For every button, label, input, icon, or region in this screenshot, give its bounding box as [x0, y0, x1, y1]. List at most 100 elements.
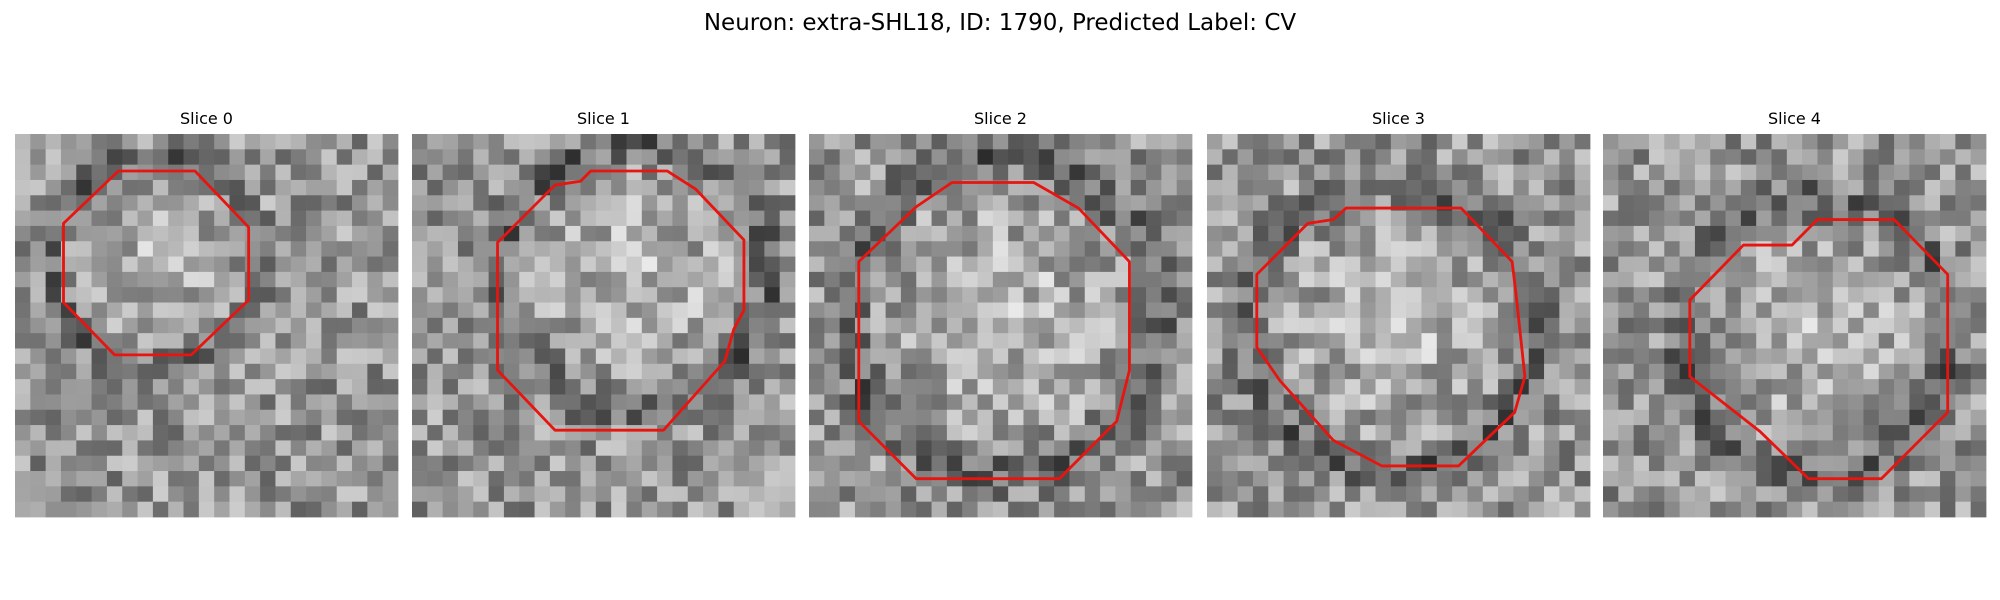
- pixel: [870, 333, 886, 349]
- pixel: [1222, 317, 1239, 334]
- pixel: [106, 179, 123, 196]
- pixel: [534, 455, 551, 472]
- pixel: [885, 440, 902, 457]
- pixel: [1283, 287, 1300, 303]
- pixel: [1038, 164, 1055, 181]
- pixel: [106, 363, 123, 380]
- pixel: [1894, 348, 1910, 365]
- pixel: [1633, 348, 1650, 365]
- pixel: [1832, 164, 1849, 181]
- pixel: [168, 501, 184, 518]
- pixel: [1924, 317, 1941, 334]
- pixel: [457, 179, 474, 196]
- pixel: [1817, 149, 1834, 166]
- pixel: [1664, 471, 1680, 487]
- pixel: [1648, 287, 1665, 303]
- pixel: [488, 394, 505, 411]
- pixel: [229, 164, 246, 181]
- pixel: [229, 379, 246, 395]
- pixel: [626, 333, 643, 349]
- pixel: [275, 241, 292, 257]
- pixel: [1436, 425, 1453, 441]
- pixel: [1894, 333, 1910, 349]
- pixel: [839, 271, 856, 288]
- pixel: [321, 317, 338, 334]
- pixel: [764, 134, 781, 150]
- pixel: [718, 149, 735, 166]
- pixel: [1710, 134, 1726, 150]
- pixel: [1740, 440, 1757, 457]
- pixel: [1559, 271, 1576, 288]
- pixel: [946, 501, 963, 518]
- pixel: [306, 486, 322, 503]
- pixel: [687, 333, 704, 349]
- pixel: [1574, 149, 1591, 166]
- pixel: [626, 501, 643, 518]
- pixel: [611, 394, 627, 411]
- pixel: [1633, 210, 1650, 227]
- pixel: [122, 455, 138, 472]
- pixel: [1498, 409, 1514, 426]
- pixel: [503, 501, 520, 518]
- pixel: [1909, 271, 1926, 288]
- pixel: [611, 501, 627, 518]
- pixel: [1832, 440, 1849, 457]
- pixel: [534, 501, 551, 518]
- pixel: [15, 440, 31, 457]
- pixel: [854, 271, 871, 288]
- pixel: [427, 302, 444, 319]
- pixel: [809, 409, 825, 426]
- pixel: [534, 486, 551, 503]
- pixel: [1329, 164, 1346, 181]
- pixel: [1648, 225, 1665, 242]
- pixel: [519, 333, 535, 349]
- pixel: [1130, 195, 1147, 211]
- pixel: [1694, 333, 1711, 349]
- pixel: [427, 333, 444, 349]
- pixel: [1574, 471, 1591, 487]
- pixel: [457, 501, 474, 518]
- pixel: [1648, 363, 1665, 380]
- pixel: [1633, 425, 1650, 441]
- pixel: [1176, 440, 1193, 457]
- pixel: [1421, 455, 1438, 472]
- pixel: [229, 471, 246, 487]
- pixel: [367, 179, 384, 196]
- pixel: [1452, 179, 1468, 196]
- pixel: [641, 471, 658, 487]
- pixel: [15, 455, 31, 472]
- pixel: [1222, 271, 1239, 288]
- pixel: [749, 271, 765, 288]
- pixel: [1756, 333, 1772, 349]
- pixel: [1146, 302, 1162, 319]
- pixel: [168, 195, 184, 211]
- pixel: [106, 379, 123, 395]
- pixel: [839, 333, 856, 349]
- pixel: [1544, 440, 1560, 457]
- pixel: [290, 256, 307, 273]
- pixel: [519, 225, 535, 242]
- pixel: [1222, 501, 1239, 518]
- pixel: [1771, 210, 1788, 227]
- pixel: [122, 394, 138, 411]
- pixel: [1176, 134, 1193, 150]
- pixel: [1482, 210, 1499, 227]
- pixel: [1084, 195, 1101, 211]
- pixel: [229, 241, 246, 257]
- pixel: [275, 394, 292, 411]
- pixel: [824, 287, 841, 303]
- pixel: [1725, 501, 1742, 518]
- pixel: [611, 425, 627, 441]
- pixel: [534, 302, 551, 319]
- pixel: [931, 486, 948, 503]
- pixel: [1970, 471, 1987, 487]
- pixel: [1130, 164, 1147, 181]
- pixel: [1069, 363, 1086, 380]
- pixel: [1664, 348, 1680, 365]
- pixel: [1924, 179, 1941, 196]
- pixel: [306, 287, 322, 303]
- pixel: [1574, 440, 1591, 457]
- pixel: [779, 134, 796, 150]
- pixel: [1467, 394, 1484, 411]
- pixel: [1633, 302, 1650, 319]
